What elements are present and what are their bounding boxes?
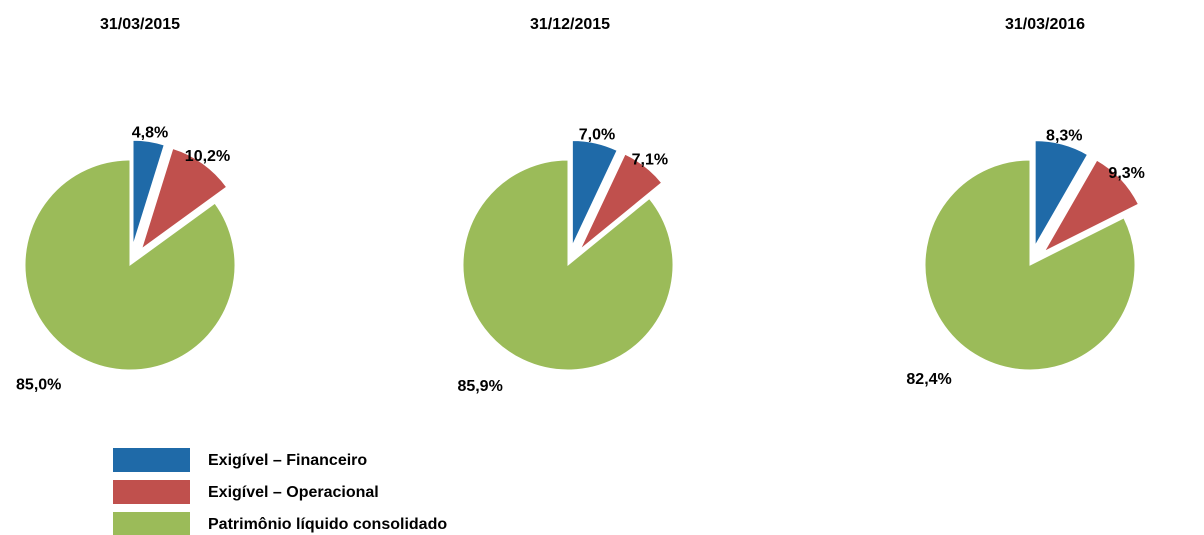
value-label: 9,3% <box>1108 165 1144 182</box>
chart-title: 31/03/2015 <box>100 16 180 33</box>
value-label: 85,0% <box>16 377 61 394</box>
pie-slice <box>571 139 618 246</box>
value-label: 7,1% <box>632 151 668 168</box>
legend-swatch <box>113 512 190 535</box>
chart-title: 31/12/2015 <box>530 16 610 33</box>
pie-slice <box>924 159 1136 371</box>
legend-swatch <box>113 448 190 472</box>
pie-slice <box>24 159 236 371</box>
pie-slice <box>140 147 228 251</box>
pie-slice <box>462 159 674 371</box>
legend-swatch <box>113 480 190 504</box>
pie-slice <box>1034 140 1089 248</box>
value-label: 7,0% <box>579 126 615 143</box>
pie-slice <box>579 153 663 250</box>
chart-title: 31/03/2016 <box>1005 16 1085 33</box>
pie-slice <box>1043 159 1140 253</box>
pie-slice <box>132 139 165 246</box>
value-label: 10,2% <box>185 148 230 165</box>
value-label: 82,4% <box>906 371 951 388</box>
value-label: 85,9% <box>457 378 502 395</box>
legend-label: Patrimônio líquido consolidado <box>208 516 447 533</box>
legend-label: Exigível – Financeiro <box>208 452 367 469</box>
legend-label: Exigível – Operacional <box>208 484 379 501</box>
value-label: 4,8% <box>132 125 168 142</box>
value-label: 8,3% <box>1046 128 1082 145</box>
